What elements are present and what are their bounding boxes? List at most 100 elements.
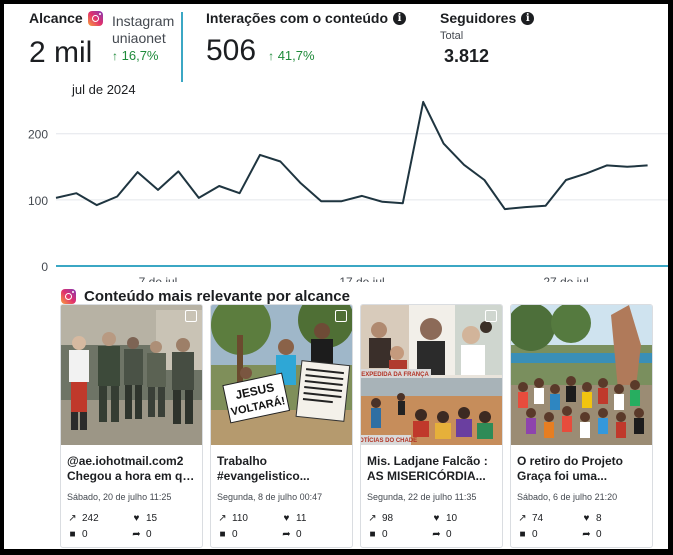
reach-line-chart[interactable]: 01002007 de jul17 de jul27 de jul [4, 94, 668, 289]
kpi-followers-title: Seguidores [440, 10, 517, 26]
stat-reach: ↗ 110 [217, 513, 248, 524]
data-point[interactable] [135, 169, 141, 175]
data-point[interactable] [94, 202, 100, 208]
post-title-line-1: O retiro do Projeto [517, 454, 624, 468]
post-title-line-2: Graça foi uma... [517, 469, 608, 483]
post-title: @ae.iohotmail.com2 Chegou a hora em qu..… [67, 454, 199, 484]
data-point[interactable] [155, 187, 161, 193]
data-point[interactable] [114, 194, 120, 200]
stat-comments: ■ 0 [517, 529, 537, 540]
stat-reach-value: 242 [82, 513, 99, 524]
stat-likes: ♥ 15 [131, 513, 158, 524]
kpi-reach-change-value: 16,7% [121, 48, 159, 63]
data-point[interactable] [400, 200, 406, 206]
post-title: Trabalho #evangelistico... [217, 454, 349, 484]
content-card[interactable]: @ae.iohotmail.com2 Chegou a hora em qu..… [60, 304, 203, 548]
stat-shares-value: 0 [446, 529, 452, 540]
data-point[interactable] [196, 195, 202, 201]
data-point[interactable] [257, 152, 263, 158]
kpi-reach-value: 2 mil [29, 36, 93, 69]
data-point[interactable] [441, 141, 447, 147]
data-point[interactable] [522, 204, 528, 210]
y-tick-label: 100 [28, 194, 48, 208]
kpi-followers[interactable]: Seguidores i Total 3.812 [440, 10, 535, 67]
stat-shares-value: 0 [596, 529, 602, 540]
data-point[interactable] [339, 198, 345, 204]
kpi-interactions-change-value: 41,7% [277, 48, 315, 63]
data-point[interactable] [645, 162, 651, 168]
top-content-panel: Conteúdo mais relevante por alcance [56, 282, 664, 549]
post-thumbnail[interactable] [511, 305, 652, 445]
data-point[interactable] [502, 206, 508, 212]
post-photo: JESUS VOLTARÁ! [211, 305, 352, 445]
kpi-interactions-title: Interações com o conteúdo [206, 10, 389, 26]
stat-shares-value: 0 [146, 529, 152, 540]
y-tick-label: 200 [28, 128, 48, 142]
post-title: Mis. Ladjane Falcão : AS MISERICÓRDIA... [367, 454, 499, 484]
stat-reach: ↗ 74 [517, 513, 543, 524]
top-content-title: Conteúdo mais relevante por alcance [84, 288, 350, 305]
trend-icon: ↗ [68, 513, 77, 524]
stat-comments-value: 0 [82, 529, 88, 540]
data-point[interactable] [624, 164, 630, 170]
post-type-icon [485, 310, 497, 322]
data-point[interactable] [583, 170, 589, 176]
post-title-line-1: Trabalho [217, 454, 268, 468]
kpi-interactions-row: 506 ↑ 41,7% [206, 36, 406, 66]
data-point[interactable] [543, 203, 549, 209]
content-card[interactable]: O retiro do Projeto Graça foi uma... Sáb… [510, 304, 653, 548]
kpi-reach-period: jul de 2024 [72, 82, 136, 97]
kpi-interactions[interactable]: Interações com o conteúdo i 506 ↑ 41,7% [206, 10, 407, 66]
data-point[interactable] [175, 168, 181, 174]
stat-likes-value: 11 [296, 513, 307, 524]
info-icon[interactable]: i [393, 11, 407, 25]
y-tick-label: 0 [41, 260, 48, 274]
info-icon[interactable]: i [521, 11, 535, 25]
photo-caption-top: EXPEDIDA DA FRANÇA [361, 372, 429, 378]
heart-icon: ♥ [133, 513, 140, 524]
insights-frame: Alcance 2 mil jul de 2024 Instagram unia… [4, 4, 668, 549]
data-point[interactable] [298, 180, 304, 186]
heart-icon: ♥ [283, 513, 290, 524]
stat-shares-value: 0 [296, 529, 302, 540]
comment-icon: ■ [369, 529, 376, 540]
data-point[interactable] [379, 199, 385, 205]
data-point[interactable] [461, 162, 467, 168]
kpi-interactions-value: 506 [206, 34, 257, 67]
source-platform: Instagram [112, 13, 175, 29]
kpi-interactions-change: ↑ 41,7% [268, 48, 315, 63]
stat-reach: ↗ 242 [67, 513, 99, 524]
data-point[interactable] [53, 195, 59, 201]
kpi-reach[interactable]: Alcance 2 mil jul de 2024 [29, 10, 136, 97]
content-card[interactable]: EXPEDIDA DA FRANÇA NOTÍCIAS DO CHADE Mis… [360, 304, 503, 548]
data-point[interactable] [563, 177, 569, 183]
stat-reach-value: 110 [232, 513, 248, 524]
data-point[interactable] [481, 177, 487, 183]
post-photo: EXPEDIDA DA FRANÇA NOTÍCIAS DO CHADE [361, 305, 502, 445]
stat-reach: ↗ 98 [367, 513, 393, 524]
data-point[interactable] [277, 158, 283, 164]
selected-kpi-indicator [181, 12, 183, 82]
stat-shares: ➦ 0 [281, 529, 302, 540]
post-type-icon [335, 310, 347, 322]
data-point[interactable] [604, 162, 610, 168]
reach-series-line[interactable] [55, 100, 648, 211]
stat-likes-value: 15 [146, 513, 158, 524]
post-title-line-1: @ae.iohotmail.com2 [67, 454, 184, 468]
post-thumbnail[interactable]: EXPEDIDA DA FRANÇA NOTÍCIAS DO CHADE [361, 305, 502, 445]
data-point[interactable] [318, 198, 324, 204]
stat-comments-value: 0 [232, 529, 238, 540]
content-card[interactable]: JESUS VOLTARÁ! Trabalho #evangelistico..… [210, 304, 353, 548]
data-point[interactable] [73, 190, 79, 196]
post-thumbnail[interactable]: JESUS VOLTARÁ! [211, 305, 352, 445]
data-point[interactable] [359, 193, 365, 199]
kpi-followers-subtitle: Total [440, 30, 464, 42]
post-thumbnail[interactable] [61, 305, 202, 445]
post-title-line-1: Mis. Ladjane Falcão : [367, 454, 488, 468]
data-point[interactable] [420, 99, 426, 105]
stat-comments: ■ 0 [217, 529, 238, 540]
data-point[interactable] [237, 190, 243, 196]
data-point[interactable] [216, 183, 222, 189]
instagram-icon [61, 289, 76, 304]
top-content-header: Conteúdo mais relevante por alcance [61, 288, 350, 305]
